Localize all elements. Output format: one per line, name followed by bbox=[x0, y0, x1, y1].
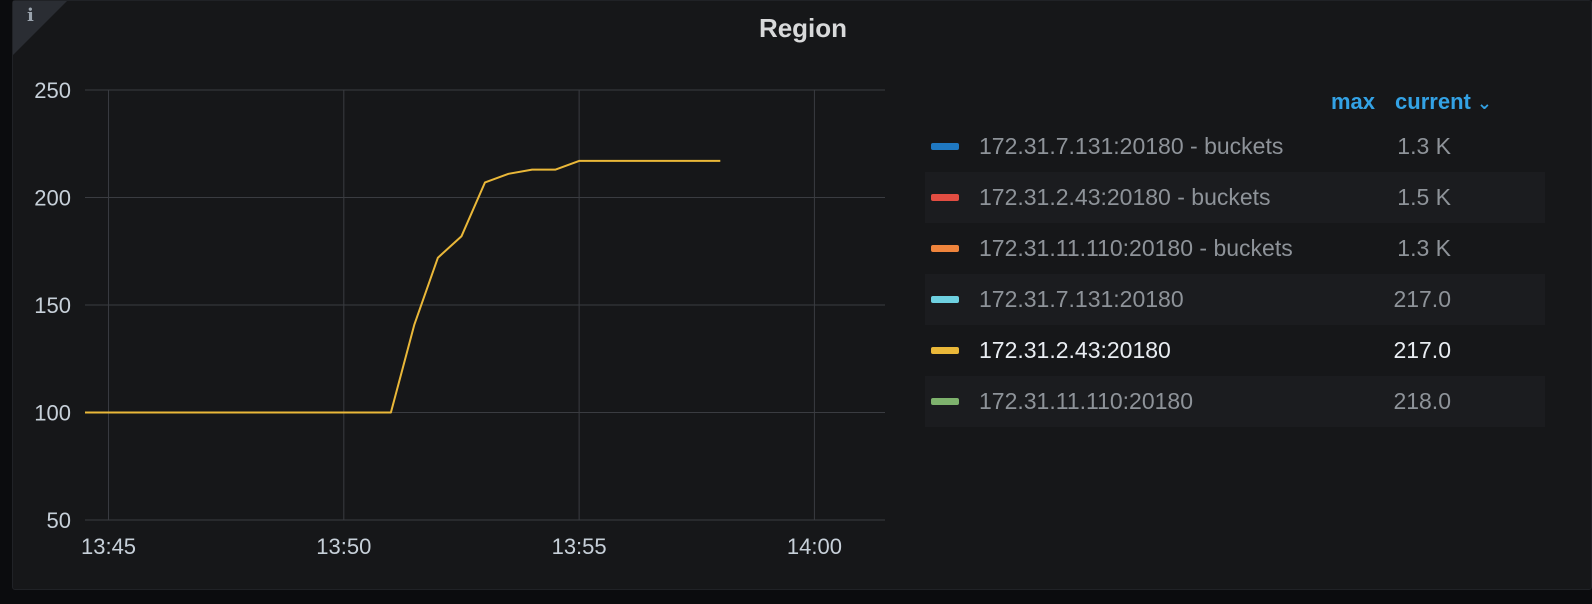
y-tick-label: 150 bbox=[34, 293, 71, 318]
graph-panel: i Region 50 100 150 200 250 13:45 13:50 13:55 14… bbox=[12, 0, 1592, 590]
legend-series-value: 1.3 K bbox=[1397, 133, 1451, 159]
legend-series-value: 1.3 K bbox=[1397, 235, 1451, 261]
legend-series-value: 217.0 bbox=[1393, 337, 1451, 363]
legend-current-label: current bbox=[1395, 89, 1471, 114]
legend-item[interactable]: 172.31.7.131:20180 217.0 bbox=[925, 274, 1545, 325]
legend-series-name: 172.31.2.43:20180 bbox=[979, 337, 1171, 363]
legend-sort-current[interactable]: current ⌄ bbox=[1395, 89, 1492, 115]
legend-series-name: 172.31.2.43:20180 - buckets bbox=[979, 184, 1271, 210]
legend-series-name: 172.31.11.110:20180 - buckets bbox=[979, 235, 1293, 261]
legend-series-value: 1.5 K bbox=[1397, 184, 1451, 210]
legend-series-value: 217.0 bbox=[1393, 286, 1451, 312]
legend-item[interactable]: 172.31.2.43:20180 - buckets 1.5 K bbox=[925, 172, 1545, 223]
legend: 172.31.7.131:20180 - buckets 1.3 K 172.3… bbox=[925, 121, 1545, 427]
legend-series-name: 172.31.7.131:20180 bbox=[979, 286, 1184, 312]
legend-series-value: 218.0 bbox=[1393, 388, 1451, 414]
info-corner[interactable] bbox=[13, 1, 67, 55]
y-tick-label: 250 bbox=[34, 78, 71, 103]
legend-item[interactable]: 172.31.2.43:20180 217.0 bbox=[925, 325, 1545, 376]
series-color-swatch[interactable] bbox=[931, 143, 959, 150]
legend-sort-max[interactable]: max bbox=[1331, 89, 1376, 114]
series-line bbox=[85, 159, 721, 414]
series-color-swatch[interactable] bbox=[931, 194, 959, 201]
series-color-swatch[interactable] bbox=[931, 347, 959, 354]
legend-item[interactable]: 172.31.7.131:20180 - buckets 1.3 K bbox=[925, 121, 1545, 172]
y-tick-label: 50 bbox=[47, 508, 71, 533]
legend-header: max current ⌄ bbox=[1331, 89, 1492, 115]
legend-item[interactable]: 172.31.11.110:20180 218.0 bbox=[925, 376, 1545, 427]
legend-series-name: 172.31.11.110:20180 bbox=[979, 388, 1194, 414]
y-tick-label: 100 bbox=[34, 401, 71, 426]
series-color-swatch[interactable] bbox=[931, 398, 959, 405]
series-color-swatch[interactable] bbox=[931, 245, 959, 252]
legend-series-name: 172.31.7.131:20180 - buckets bbox=[979, 133, 1284, 159]
x-tick-label: 13:55 bbox=[552, 534, 607, 559]
x-tick-label: 13:45 bbox=[81, 534, 136, 559]
x-tick-label: 14:00 bbox=[787, 534, 842, 559]
x-tick-label: 13:50 bbox=[316, 534, 371, 559]
line-chart: 50 100 150 200 250 13:45 13:50 13:55 14:00 bbox=[34, 78, 885, 559]
panel-title[interactable]: Region bbox=[758, 13, 848, 43]
info-icon[interactable]: i bbox=[27, 5, 34, 26]
y-tick-label: 200 bbox=[34, 186, 71, 211]
series-color-swatch[interactable] bbox=[931, 296, 959, 303]
legend-item[interactable]: 172.31.11.110:20180 - buckets 1.3 K bbox=[925, 223, 1545, 274]
chevron-down-icon: ⌄ bbox=[1476, 93, 1492, 113]
